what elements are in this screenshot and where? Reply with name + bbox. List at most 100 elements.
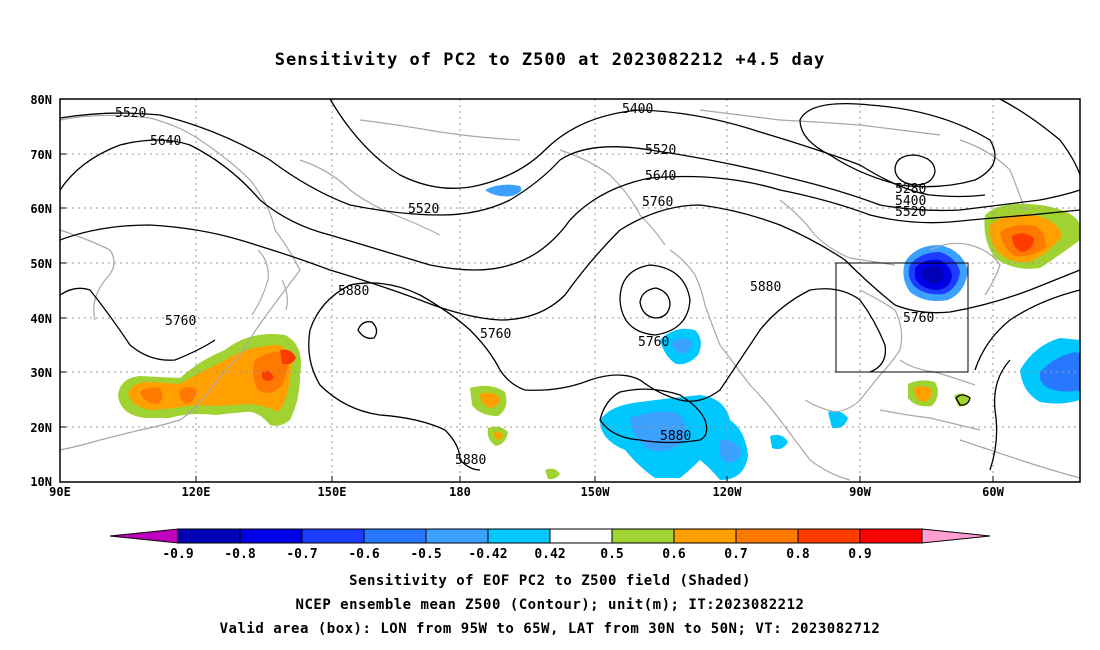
colorbar-segment [425,528,489,544]
contour-label: 5520 [645,143,676,158]
caption-line-3: Valid area (box): LON from 95W to 65W, L… [219,621,881,637]
shade-east-asia-darkorange [140,351,288,404]
colorbar-label: 0.5 [600,547,623,562]
shade-north-pacific-negative [485,184,522,197]
lon-label: 60W [982,485,1004,499]
tick-marks [60,98,994,482]
lat-label: 80N [30,93,52,107]
shade-caribbean-positive-core [914,386,932,402]
contour-label: 5640 [150,134,181,149]
colorbar-segment [487,528,551,544]
colorbar-segment [301,528,365,544]
lon-label: 120E [182,485,211,499]
contour-5880-b [308,329,481,471]
caption-line-1: Sensitivity of EOF PC2 to Z500 field (Sh… [349,573,751,589]
colorbar-segment [859,528,923,544]
shade-caribbean-negative-small [770,434,788,450]
contour-label: 5760 [638,335,669,350]
shade-subtropical-negative-a-core [672,338,692,354]
colorbar-segment [549,528,613,544]
colorbar-label: -0.9 [162,547,193,562]
contour-label: 5520 [115,106,146,121]
contour-small-loop [357,321,378,339]
longitude-labels: 90E 120E 150E 180 150W 120W 90W 60W [49,485,1004,499]
lat-label: 60N [30,202,52,216]
contour-label-group: 5520 5640 5520 5400 5520 5640 5760 5280 … [115,102,934,468]
contour-label: 5880 [750,280,781,295]
lat-label: 30N [30,366,52,380]
lat-label: 10N [30,475,52,489]
colorbar-segment [735,528,799,544]
lat-label: 70N [30,148,52,162]
contour-5280-loop [894,154,936,186]
chart-title: Sensitivity of PC2 to Z500 at 2023082212… [274,50,826,70]
contour-atlantic [974,289,1081,371]
contour-label: 5760 [642,195,673,210]
shade-atlantic-positive-red [1012,233,1034,252]
colorbar-label: 0.7 [724,547,747,562]
contour-label: 5760 [480,327,511,342]
coastlines [59,109,1081,481]
shade-pacific-positive-b-core [494,431,503,440]
shade-great-lakes-negative-core [922,266,944,284]
valid-area-box [835,262,969,373]
lon-label: 150E [318,485,347,499]
gridlines [60,99,1080,482]
colorbar-label: 0.42 [534,547,565,562]
contour-label: 5640 [645,169,676,184]
colorbar-label: -0.8 [224,547,255,562]
shade-pacific-positive-c [545,468,560,480]
caption-line-2: NCEP ensemble mean Z500 (Contour); unit(… [295,597,805,613]
contour-label: 5520 [408,202,439,217]
colorbar: -0.9 -0.8 -0.7 -0.6 -0.5 -0.42 0.42 0.5 0.6 0.7 0.… [109,528,991,562]
shade-pacific-positive-a-core [480,392,500,408]
lon-label: 180 [449,485,471,499]
lon-label: 150W [581,485,611,499]
contour-label: 5400 [622,102,653,117]
shade-east-asia-red [262,349,296,381]
lon-label: 90W [849,485,871,499]
contour-small-black [955,394,971,406]
contour-north-high [999,98,1081,176]
colorbar-segment [363,528,427,544]
lat-label: 50N [30,257,52,271]
colorbar-segment [177,528,241,544]
z500-contours [59,98,1081,471]
shade-east-asia-orange [128,345,292,412]
shade-atlantic-negative-core [1039,352,1080,392]
plot-frame [59,98,1081,483]
contour-label: 5880 [660,429,691,444]
colorbar-segment [109,528,179,544]
lat-label: 20N [30,421,52,435]
colorbar-segment [673,528,737,544]
contour-label: 5760 [903,311,934,326]
contour-5520-west [59,112,1081,216]
colorbar-label: -0.42 [468,547,507,562]
contour-label: 5760 [165,314,196,329]
lon-label: 90E [49,485,71,499]
contour-5400-loop [799,103,996,188]
colorbar-segment [921,528,991,544]
shade-tropical-negative-core [630,411,742,463]
colorbar-label: -0.6 [348,547,379,562]
shade-gulf-negative-small [828,410,848,429]
colorbar-label: 0.6 [662,547,686,562]
contour-5760-b [59,287,216,361]
contour-label: 5400 [895,194,926,209]
colorbar-label: 0.8 [786,547,810,562]
contour-atlantic-2 [989,359,1011,471]
contour-5760-closed [619,264,691,336]
shaded-sensitivity [118,184,1080,480]
contour-label: 5880 [455,453,486,468]
latitude-labels: 80N 70N 60N 50N 40N 30N 20N 10N [30,93,52,489]
contour-5880-c [599,388,708,444]
colorbar-label: -0.7 [286,547,317,562]
lat-label: 40N [30,312,52,326]
contour-5760-inner [639,287,671,319]
colorbar-segment [611,528,675,544]
colorbar-label: 0.9 [848,547,871,562]
contour-5760-a [59,204,1081,321]
colorbar-segment [239,528,303,544]
contour-label: 5880 [338,284,369,299]
